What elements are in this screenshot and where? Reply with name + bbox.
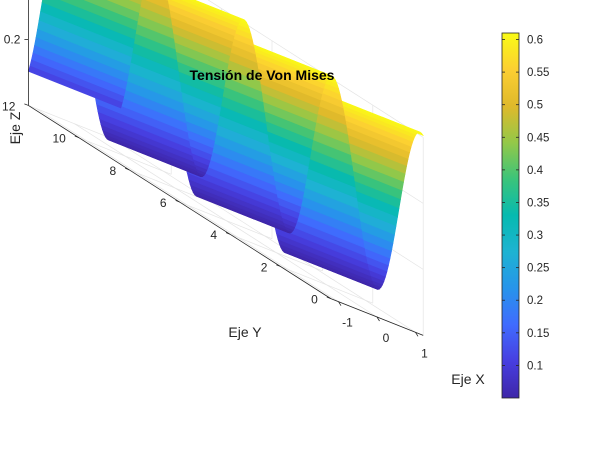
surface-strip — [165, 0, 169, 2]
x-tick-label: 1 — [421, 346, 428, 360]
colorbar-tick-label: 0.3 — [527, 230, 543, 242]
von-mises-surface — [28, 0, 425, 290]
colorbar-ticks: 0.1 0.15 0.2 0.25 0.3 0.35 0.4 0.45 0.5 0.55 0.6 — [502, 35, 549, 372]
x-axis-label: Eje X — [451, 371, 485, 387]
colorbar-tick-label: 0.35 — [527, 197, 549, 209]
y-tick-label: 12 — [2, 99, 16, 113]
colorbar-tick-label: 0.45 — [527, 132, 549, 144]
y-tick-label: 4 — [210, 228, 217, 242]
y-axis-ticks: 0 2 4 6 8 10 12 — [2, 99, 331, 307]
grid-line-x — [35, 108, 339, 302]
z-axis-ticks: 0.20.40.6 — [4, 32, 29, 46]
y-tick-mark — [175, 200, 180, 203]
chart-title: Tensión de Von Mises — [190, 67, 335, 83]
x-tick-label: 0 — [383, 331, 390, 345]
surface-strip — [28, 65, 123, 109]
y-tick-mark — [74, 135, 79, 139]
grid-line-x — [112, 138, 416, 333]
x-axis-ticks: -1 0 1 — [338, 301, 428, 360]
y-axis-label: Eje Y — [228, 324, 262, 340]
z-axis-label: Eje Z — [7, 111, 23, 144]
y-tick-label: 2 — [261, 260, 268, 274]
y-tick-label: 10 — [52, 132, 66, 146]
x-tick-mark — [376, 316, 380, 322]
y-tick-mark — [326, 296, 331, 300]
colorbar-gradient — [501, 32, 520, 399]
grid-line-z — [207, 0, 424, 138]
colorbar: 0.1 0.15 0.2 0.25 0.3 0.35 0.4 0.45 0.5 0.55 0.6 — [501, 32, 549, 399]
y-tick-mark — [24, 103, 29, 106]
y-tick-mark — [125, 167, 130, 171]
z-tick-label: 0.2 — [4, 32, 21, 46]
y-tick-mark — [276, 264, 281, 267]
colorbar-tick-label: 0.55 — [527, 67, 549, 79]
colorbar-tick-label: 0.4 — [527, 165, 544, 177]
colorbar-tick-label: 0.5 — [527, 100, 543, 112]
x-tick-mark — [415, 332, 419, 337]
colorbar-tick-label: 0.1 — [527, 360, 543, 372]
colorbar-tick-label: 0.6 — [527, 35, 543, 47]
x-tick-label: -1 — [342, 316, 353, 330]
colorbar-tick-label: 0.15 — [527, 328, 549, 340]
colorbar-tick-label: 0.25 — [527, 263, 549, 275]
x-tick-mark — [338, 301, 342, 306]
y-tick-label: 6 — [160, 196, 167, 210]
y-tick-label: 8 — [110, 164, 117, 178]
grid-line-x — [74, 123, 378, 318]
colorbar-tick-label: 0.2 — [527, 295, 543, 307]
y-tick-label: 0 — [311, 293, 318, 307]
y-tick-mark — [225, 232, 231, 235]
